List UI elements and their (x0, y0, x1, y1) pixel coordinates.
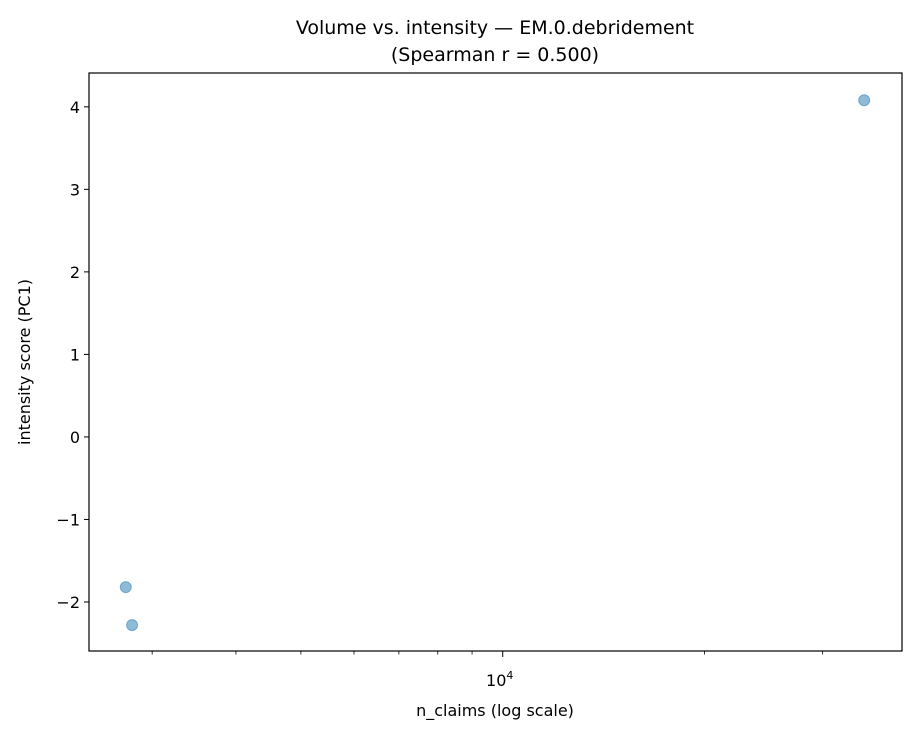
data-point (126, 619, 139, 632)
chart-title: Volume vs. intensity — EM.0.debridement (296, 17, 694, 39)
data-point (858, 94, 871, 107)
x-tick-label: 104 (486, 669, 513, 690)
y-axis-label: intensity score (PC1) (15, 279, 34, 445)
y-tick-label: −2 (56, 593, 80, 612)
y-tick-label: 2 (70, 263, 80, 282)
y-tick-label: 3 (70, 180, 80, 199)
y-tick-label: 0 (70, 428, 80, 447)
y-tick-label: −1 (56, 510, 80, 529)
chart-subtitle: (Spearman r = 0.500) (391, 44, 599, 66)
y-tick-label: 1 (70, 345, 80, 364)
plot-frame (88, 72, 903, 652)
data-point (119, 581, 132, 594)
y-tick-label: 4 (70, 98, 80, 117)
x-axis-label: n_claims (log scale) (416, 701, 574, 721)
